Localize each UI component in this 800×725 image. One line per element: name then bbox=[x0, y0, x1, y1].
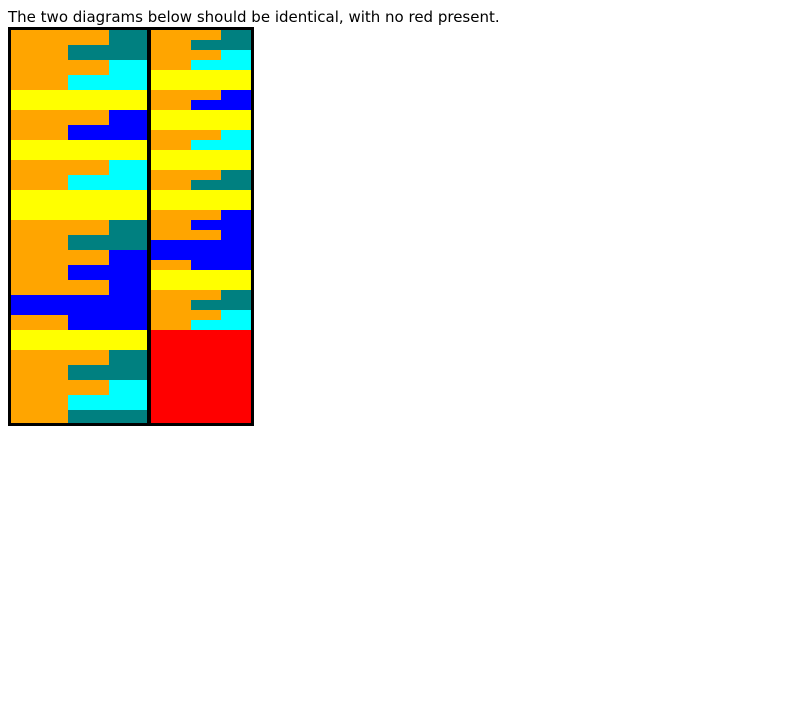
color-band bbox=[151, 290, 251, 310]
orange-bar bbox=[11, 280, 109, 295]
color-band bbox=[151, 70, 251, 90]
orange-bar bbox=[151, 130, 221, 140]
orange-bar bbox=[151, 320, 191, 330]
orange-bar bbox=[11, 410, 68, 423]
orange-bar bbox=[151, 170, 221, 180]
color-band bbox=[151, 210, 251, 240]
orange-bar bbox=[11, 350, 109, 365]
color-band bbox=[151, 270, 251, 290]
test-diagram bbox=[148, 27, 254, 426]
orange-bar bbox=[151, 220, 191, 230]
color-band bbox=[11, 250, 147, 295]
color-band bbox=[11, 90, 147, 110]
orange-bar bbox=[11, 60, 109, 75]
orange-bar bbox=[11, 395, 68, 410]
orange-bar bbox=[11, 75, 68, 90]
orange-bar bbox=[11, 30, 109, 45]
color-band bbox=[11, 350, 147, 380]
orange-bar bbox=[11, 250, 109, 265]
color-band bbox=[151, 240, 251, 260]
orange-bar bbox=[11, 220, 109, 235]
color-band bbox=[151, 330, 251, 423]
reference-diagram bbox=[8, 27, 150, 426]
orange-bar bbox=[151, 100, 191, 110]
orange-bar bbox=[11, 125, 68, 140]
orange-bar bbox=[11, 235, 68, 250]
orange-bar bbox=[11, 45, 68, 60]
orange-bar bbox=[151, 180, 191, 190]
orange-bar bbox=[151, 210, 221, 220]
orange-bar bbox=[151, 30, 221, 40]
orange-bar bbox=[151, 300, 191, 310]
color-band bbox=[151, 190, 251, 210]
color-band bbox=[11, 220, 147, 250]
color-band bbox=[151, 130, 251, 150]
orange-bar bbox=[11, 315, 68, 330]
orange-bar bbox=[11, 110, 109, 125]
orange-bar bbox=[151, 230, 221, 240]
color-band bbox=[11, 160, 147, 190]
orange-bar bbox=[11, 160, 109, 175]
color-band bbox=[11, 140, 147, 160]
color-band bbox=[151, 150, 251, 170]
orange-bar bbox=[151, 50, 221, 60]
orange-bar bbox=[11, 175, 68, 190]
color-band bbox=[151, 110, 251, 130]
color-band bbox=[11, 60, 147, 90]
color-band bbox=[151, 30, 251, 50]
orange-bar bbox=[11, 380, 109, 395]
orange-bar bbox=[151, 290, 221, 300]
orange-bar bbox=[151, 40, 191, 50]
color-band bbox=[11, 30, 147, 60]
color-band bbox=[151, 170, 251, 190]
color-band bbox=[11, 190, 147, 220]
orange-bar bbox=[151, 60, 191, 70]
color-band bbox=[11, 330, 147, 350]
color-band bbox=[11, 110, 147, 140]
color-band bbox=[11, 380, 147, 410]
color-band bbox=[11, 410, 147, 423]
orange-bar bbox=[151, 310, 221, 320]
orange-bar bbox=[151, 140, 191, 150]
test-instructions: The two diagrams below should be identic… bbox=[8, 8, 500, 26]
orange-bar bbox=[151, 260, 191, 270]
color-band bbox=[11, 315, 147, 330]
orange-bar bbox=[151, 90, 221, 100]
color-band bbox=[151, 260, 251, 270]
color-band bbox=[11, 295, 147, 315]
color-band bbox=[151, 50, 251, 70]
color-band bbox=[151, 310, 251, 330]
orange-bar bbox=[11, 265, 68, 280]
orange-bar bbox=[11, 365, 68, 380]
color-band bbox=[151, 90, 251, 110]
